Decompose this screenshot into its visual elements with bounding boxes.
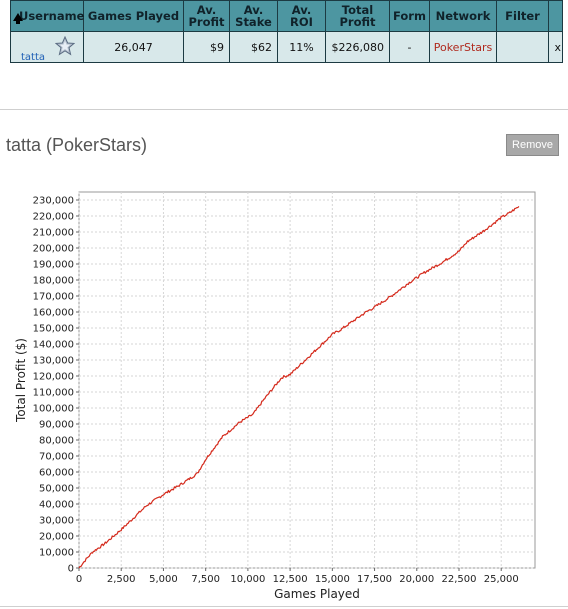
- y-tick-label: 180,000: [33, 276, 74, 287]
- total-profit-header-line1: Total: [341, 3, 374, 17]
- username-header[interactable]: Username: [10, 0, 85, 32]
- form-cell: -: [389, 31, 430, 63]
- y-axis-label: Total Profit ($): [14, 338, 28, 423]
- y-tick-label: 230,000: [33, 196, 74, 207]
- x-tick-label: 10,000: [230, 574, 265, 585]
- y-tick-label: 200,000: [33, 244, 74, 255]
- network-cell: PokerStars: [429, 31, 497, 63]
- table-row: tatta 26,047 $9 $62 11% $226,080 - Poker…: [10, 31, 563, 63]
- network-header[interactable]: Network: [429, 0, 497, 32]
- total-profit-header-line2: Profit: [339, 15, 376, 29]
- y-tick-label: 70,000: [39, 452, 74, 463]
- form-header[interactable]: Form: [389, 0, 430, 32]
- x-tick-label: 12,500: [273, 574, 308, 585]
- x-tick-label: 22,500: [442, 574, 477, 585]
- y-tick-label: 160,000: [33, 308, 74, 319]
- x-tick-label: 5,000: [149, 574, 178, 585]
- star-badge-icon: [54, 36, 75, 56]
- total-profit-cell: $226,080: [325, 31, 390, 63]
- stats-table: Username Games Played Av. Profit Av. Sta…: [10, 0, 563, 63]
- y-tick-label: 50,000: [39, 484, 74, 495]
- username-link[interactable]: tatta: [21, 52, 46, 63]
- y-tick-label: 0: [68, 564, 74, 575]
- remove-button[interactable]: Remove: [506, 134, 559, 156]
- av-stake-cell: $62: [229, 31, 278, 63]
- av-profit-header-line2: Profit: [188, 15, 225, 29]
- av-profit-header[interactable]: Av. Profit: [183, 0, 230, 32]
- y-tick-label: 220,000: [33, 212, 74, 223]
- y-tick-label: 190,000: [33, 260, 74, 271]
- section-divider: [0, 109, 568, 110]
- av-profit-cell: $9: [183, 31, 230, 63]
- y-tick-label: 10,000: [39, 548, 74, 559]
- username-header-label: Username: [19, 9, 85, 23]
- y-tick-label: 130,000: [33, 356, 74, 367]
- filter-header[interactable]: Filter: [496, 0, 549, 32]
- y-tick-label: 170,000: [33, 292, 74, 303]
- profit-chart: 0 2,500 5,000 7,500 10,000 12,500 15,000 17,500…: [14, 191, 536, 601]
- y-tick-label: 140,000: [33, 340, 74, 351]
- av-stake-header-line1: Av.: [243, 3, 264, 17]
- x-tick-label: 0: [76, 574, 82, 585]
- x-axis-label: Games Played: [274, 587, 360, 601]
- network-link[interactable]: PokerStars: [433, 40, 493, 54]
- av-roi-header[interactable]: Av. ROI: [277, 0, 326, 32]
- y-tick-label: 20,000: [39, 532, 74, 543]
- games-played-cell: 26,047: [83, 31, 184, 63]
- y-tick-label: 210,000: [33, 228, 74, 239]
- av-stake-header[interactable]: Av. Stake: [229, 0, 278, 32]
- av-roi-cell: 11%: [277, 31, 326, 63]
- panel-title: tatta (PokerStars): [6, 135, 148, 155]
- profit-series-line: [78, 205, 520, 569]
- y-tick-label: 120,000: [33, 372, 74, 383]
- y-tick-label: 100,000: [33, 404, 74, 415]
- y-tick-label: 150,000: [33, 324, 74, 335]
- total-profit-header[interactable]: Total Profit: [325, 0, 390, 32]
- y-tick-label: 40,000: [39, 500, 74, 511]
- remove-row-link[interactable]: x: [548, 31, 563, 63]
- x-tick-label: 15,000: [315, 574, 350, 585]
- x-tick-label: 25,000: [484, 574, 519, 585]
- y-tick-label: 110,000: [33, 388, 74, 399]
- y-tick-label: 80,000: [39, 436, 74, 447]
- bottom-divider: [0, 606, 568, 607]
- x-tick-label: 17,500: [357, 574, 392, 585]
- filter-cell[interactable]: [496, 31, 549, 63]
- table-header-row: Username Games Played Av. Profit Av. Sta…: [10, 0, 563, 32]
- sort-up-icon[interactable]: [13, 13, 23, 24]
- av-stake-header-line2: Stake: [235, 15, 272, 29]
- x-tick-label: 2,500: [107, 574, 136, 585]
- games-played-header[interactable]: Games Played: [83, 0, 184, 32]
- action-header: [548, 0, 563, 32]
- y-tick-label: 30,000: [39, 516, 74, 527]
- y-tick-label: 60,000: [39, 468, 74, 479]
- x-tick-label: 7,500: [191, 574, 220, 585]
- av-profit-header-line1: Av.: [196, 3, 217, 17]
- username-cell: tatta: [10, 31, 84, 63]
- x-tick-label: 20,000: [399, 574, 434, 585]
- y-tick-label: 90,000: [39, 420, 74, 431]
